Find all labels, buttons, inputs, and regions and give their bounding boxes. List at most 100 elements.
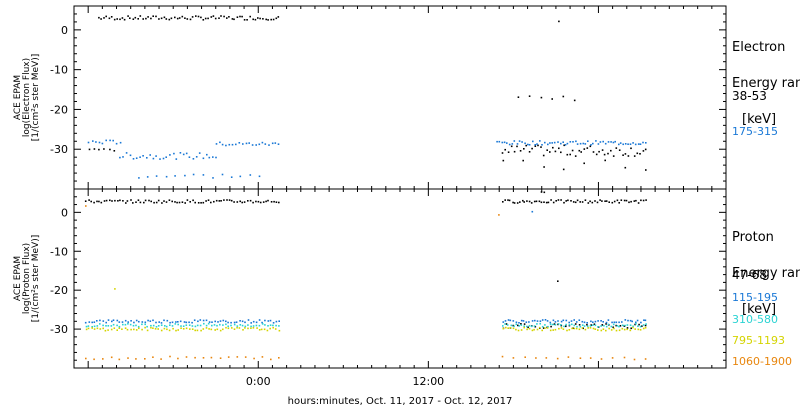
data-point: [538, 326, 541, 329]
data-point: [146, 329, 149, 332]
data-point: [557, 320, 559, 322]
data-point: [549, 329, 552, 332]
data-point: [199, 324, 202, 327]
data-point: [507, 151, 510, 153]
data-point: [96, 320, 98, 322]
data-point: [137, 18, 139, 20]
data-point: [163, 319, 165, 322]
data-point: [610, 141, 612, 143]
data-point: [504, 148, 506, 151]
data-point: [554, 328, 557, 331]
data-point: [105, 15, 107, 18]
data-point: [233, 321, 236, 324]
electron-legend-title: Electron Energy ran [keV]: [732, 18, 800, 138]
data-point: [549, 151, 551, 153]
data-point: [193, 319, 196, 321]
data-point: [546, 149, 548, 151]
data-point: [560, 151, 562, 154]
data-point: [637, 325, 639, 327]
data-point: [127, 15, 129, 17]
data-point: [91, 327, 93, 329]
data-point: [114, 199, 116, 202]
data-point: [132, 324, 135, 327]
data-point: [113, 18, 116, 21]
data-point: [138, 320, 140, 323]
data-point: [613, 327, 615, 330]
data-point: [502, 327, 505, 330]
data-point: [191, 321, 193, 324]
y-tick-label: -10: [50, 245, 68, 258]
data-point: [636, 152, 639, 155]
data-point: [100, 18, 102, 20]
data-point: [553, 141, 556, 144]
data-point: [594, 320, 597, 323]
data-point: [567, 356, 570, 358]
data-point: [528, 327, 531, 330]
data-point: [534, 319, 536, 322]
data-point: [121, 17, 124, 19]
data-point: [501, 152, 504, 154]
data-point: [96, 200, 98, 203]
data-point: [614, 140, 616, 143]
data-point: [144, 199, 147, 202]
data-point: [107, 319, 110, 321]
data-point: [202, 357, 205, 359]
data-point: [568, 324, 571, 326]
data-point: [210, 16, 213, 18]
data-point: [615, 321, 618, 324]
data-point: [544, 327, 546, 329]
data-point: [230, 176, 233, 178]
data-point: [152, 324, 155, 327]
data-point: [265, 18, 267, 21]
data-point: [241, 324, 244, 327]
data-point: [633, 155, 636, 157]
data-point: [202, 174, 205, 176]
data-point: [541, 144, 543, 146]
data-point: [163, 327, 166, 330]
data-point: [543, 191, 546, 194]
data-point: [87, 325, 90, 327]
data-point: [583, 148, 586, 150]
data-point: [179, 320, 182, 323]
data-point: [584, 143, 587, 145]
data-point: [109, 148, 111, 151]
data-point: [571, 323, 573, 326]
data-point: [183, 321, 186, 323]
data-point: [618, 329, 621, 332]
data-point: [93, 148, 96, 150]
data-point: [639, 153, 641, 155]
data-point: [255, 200, 257, 203]
data-point: [576, 199, 579, 202]
data-point: [223, 199, 225, 201]
data-point: [225, 323, 227, 326]
data-point: [552, 319, 555, 322]
data-point: [508, 143, 511, 146]
data-point: [530, 202, 533, 204]
data-point: [219, 329, 222, 332]
data-point: [194, 201, 196, 204]
data-point: [568, 321, 570, 324]
data-point: [536, 320, 539, 322]
data-point: [135, 329, 138, 331]
data-point: [258, 329, 261, 331]
data-point: [589, 145, 592, 148]
data-point: [205, 319, 208, 322]
data-point: [560, 199, 562, 201]
data-point: [513, 150, 516, 153]
data-point: [560, 320, 563, 323]
data-point: [182, 153, 185, 156]
data-point: [233, 201, 235, 203]
data-point: [560, 142, 562, 145]
data-point: [178, 17, 181, 19]
data-point: [618, 321, 620, 324]
data-point: [576, 325, 578, 328]
data-point: [600, 325, 602, 327]
data-point: [93, 358, 95, 361]
data-point: [531, 320, 534, 322]
data-point: [239, 200, 241, 203]
data-point: [272, 18, 275, 21]
data-point: [615, 324, 617, 327]
data-point: [632, 142, 634, 144]
data-point: [581, 324, 584, 326]
data-point: [103, 200, 106, 202]
